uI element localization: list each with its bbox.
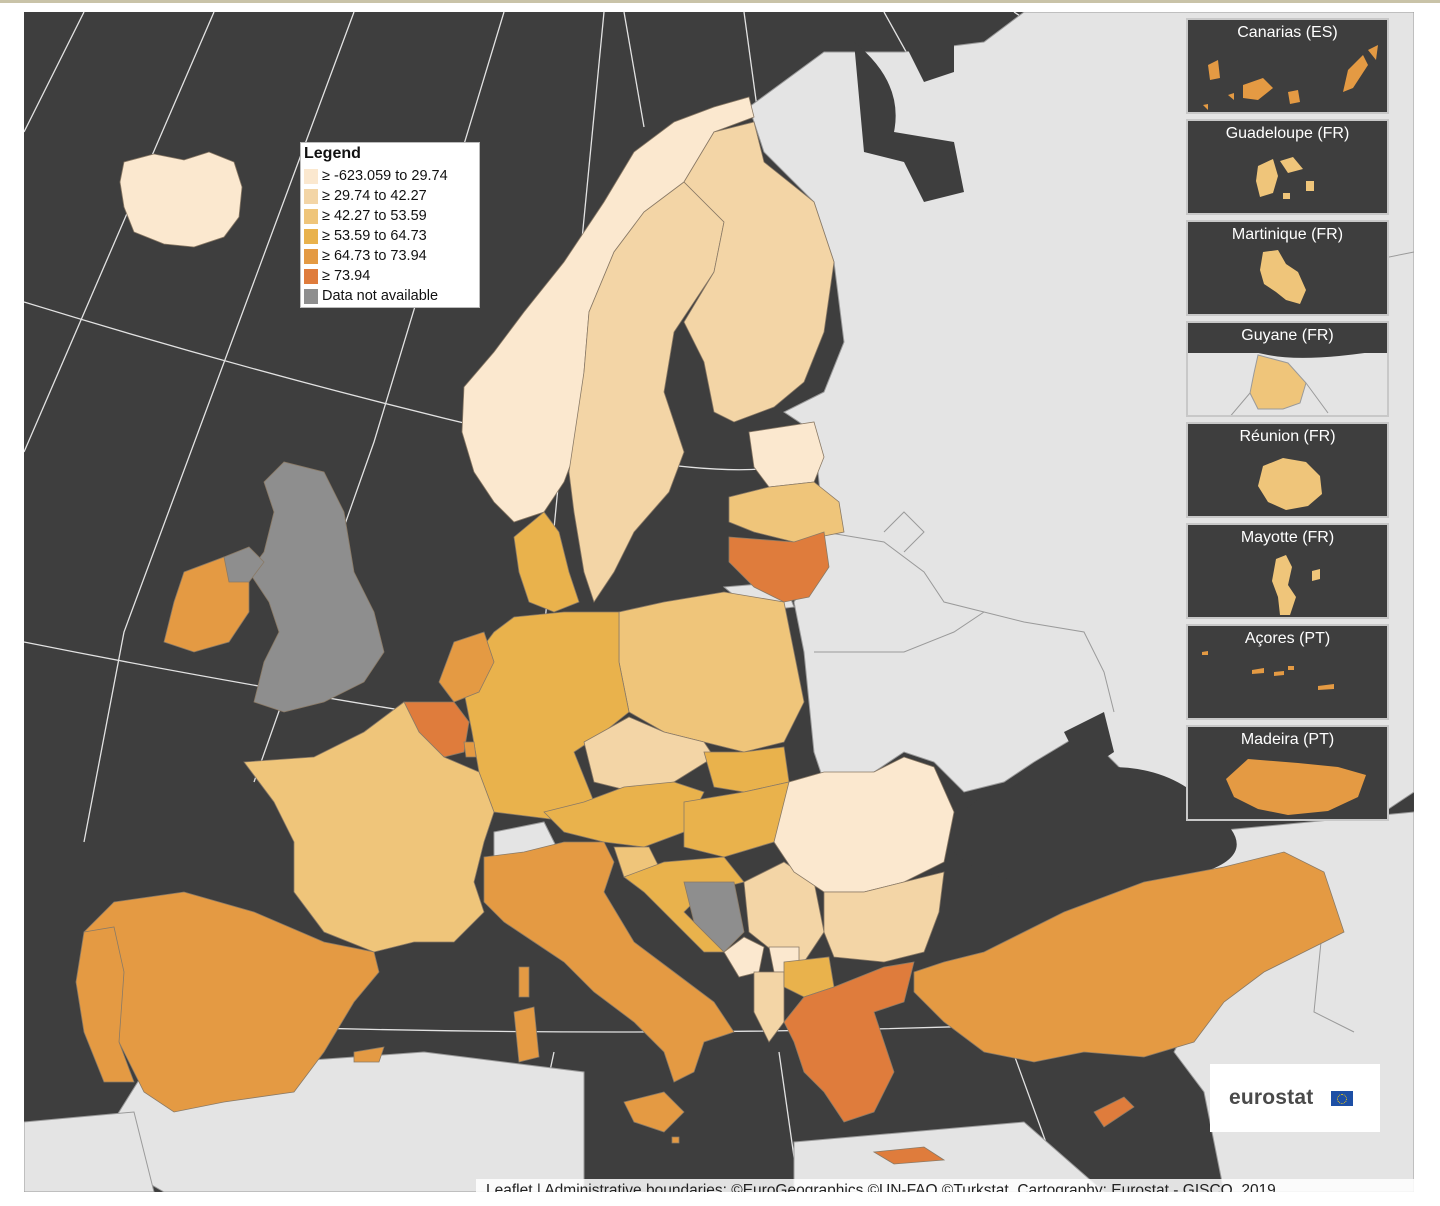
legend-panel: Legend ≥ -623.059 to 29.74 ≥ 29.74 to 42…: [300, 142, 480, 308]
inset-madeira[interactable]: Madeira (PT): [1186, 725, 1389, 821]
inset-label: Mayotte (FR): [1240, 529, 1335, 546]
inset-guyane[interactable]: Guyane (FR): [1186, 321, 1389, 417]
legend-item-label: Data not available: [322, 288, 439, 304]
legend-item: ≥ 29.74 to 42.27: [304, 186, 476, 206]
inset-label: Guadeloupe (FR): [1225, 125, 1350, 142]
country-shapes: [75, 96, 1345, 1165]
eu-flag-icon: [1331, 1091, 1353, 1106]
inset-map-shape: [1256, 157, 1314, 199]
inset-map-shape: [1272, 555, 1320, 615]
map-layer: [24, 12, 1414, 1192]
inset-guadeloupe[interactable]: Guadeloupe (FR): [1186, 119, 1389, 215]
legend-item-label: ≥ 73.94: [322, 268, 371, 284]
inset-map-shape: [1260, 250, 1306, 304]
inset-canarias[interactable]: Canarias (ES): [1186, 18, 1389, 114]
inset-label: Madeira (PT): [1240, 731, 1335, 748]
legend-item-label: ≥ 42.27 to 53.59: [322, 208, 427, 224]
legend-swatch: [304, 228, 318, 244]
inset-map-shape: [1202, 651, 1334, 690]
legend-swatch: [304, 288, 318, 304]
inset-reunion[interactable]: Réunion (FR): [1186, 422, 1389, 518]
inset-map-shape: [1188, 323, 1387, 415]
legend-swatch: [304, 168, 318, 184]
azov-sea: [1064, 712, 1114, 772]
inset-label: Açores (PT): [1244, 630, 1331, 647]
legend-swatch: [304, 208, 318, 224]
legend-item: Data not available: [304, 286, 476, 306]
inset-mayotte[interactable]: Mayotte (FR): [1186, 523, 1389, 619]
legend-item: ≥ 42.27 to 53.59: [304, 206, 476, 226]
inset-martinique[interactable]: Martinique (FR): [1186, 220, 1389, 316]
black-sea: [954, 767, 1237, 886]
inset-acores[interactable]: Açores (PT): [1186, 624, 1389, 720]
legend-item: ≥ 53.59 to 64.73: [304, 226, 476, 246]
map-canvas[interactable]: Legend ≥ -623.059 to 29.74 ≥ 29.74 to 42…: [24, 12, 1414, 1192]
inset-label: Guyane (FR): [1241, 327, 1334, 344]
legend-item-label: ≥ 53.59 to 64.73: [322, 228, 427, 244]
inset-map-shape: [1258, 458, 1322, 510]
legend-item: ≥ -623.059 to 29.74: [304, 166, 476, 186]
eurostat-logo: eurostat: [1210, 1064, 1380, 1132]
inset-label: Canarias (ES): [1237, 24, 1338, 41]
top-divider: [0, 0, 1440, 3]
inset-map-shape: [1226, 759, 1366, 815]
legend-item-label: ≥ 29.74 to 42.27: [322, 188, 427, 204]
inset-label: Martinique (FR): [1231, 226, 1344, 243]
legend-item-label: ≥ 64.73 to 73.94: [322, 248, 427, 264]
legend-swatch: [304, 268, 318, 284]
legend-swatch: [304, 188, 318, 204]
map-attribution[interactable]: Leaflet | Administrative boundaries: ©Eu…: [476, 1179, 1414, 1192]
legend-swatch: [304, 248, 318, 264]
legend-item: ≥ 64.73 to 73.94: [304, 246, 476, 266]
legend-item: ≥ 73.94: [304, 266, 476, 286]
inset-label: Réunion (FR): [1239, 428, 1336, 445]
logo-text: eurostat: [1229, 1086, 1314, 1109]
legend-title: Legend: [304, 145, 361, 162]
inset-map-shape: [1203, 45, 1378, 110]
legend-item-label: ≥ -623.059 to 29.74: [322, 168, 448, 184]
